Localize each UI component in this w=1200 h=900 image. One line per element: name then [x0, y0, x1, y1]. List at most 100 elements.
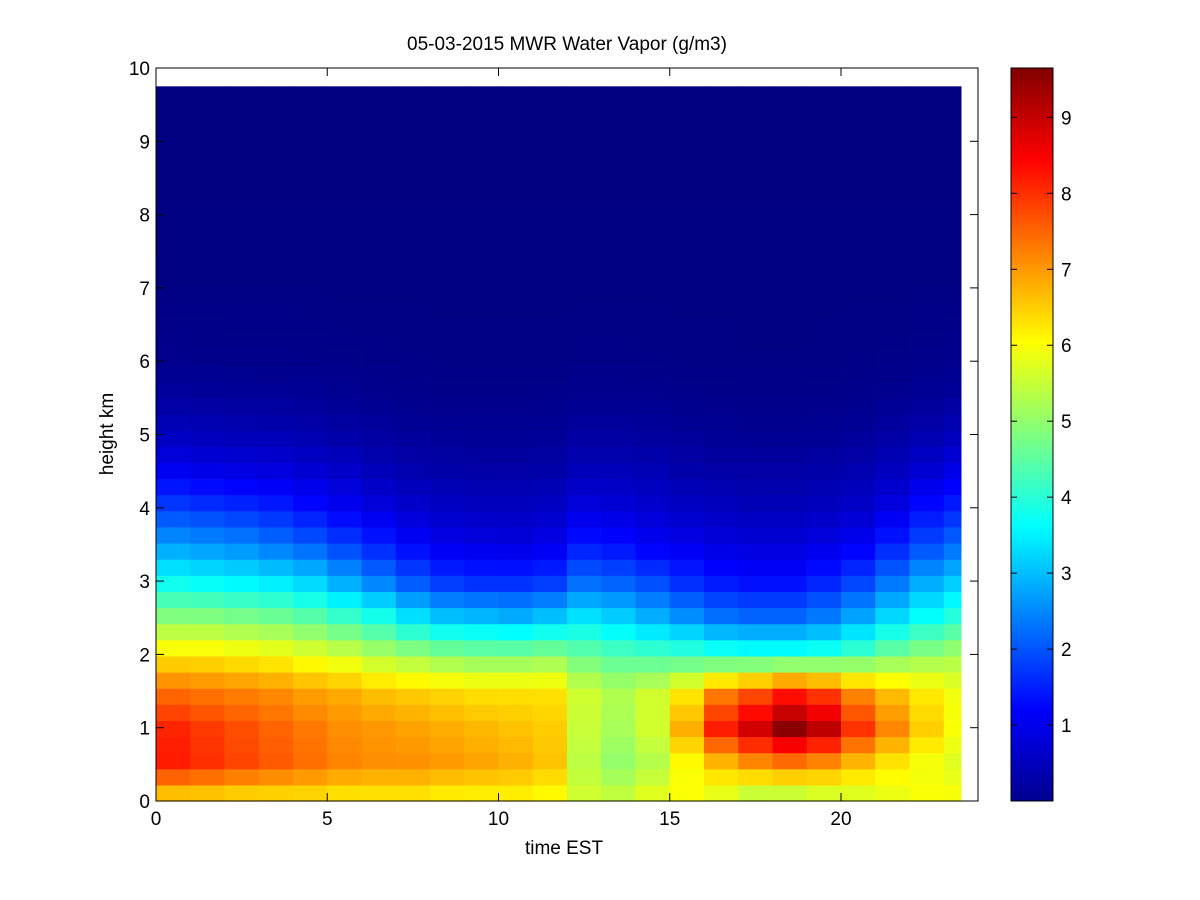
heatmap-cell	[361, 720, 397, 738]
heatmap-cell	[704, 413, 739, 431]
heatmap-cell	[532, 333, 568, 351]
heatmap-cell	[772, 107, 808, 125]
heatmap-cell	[532, 688, 568, 705]
y-axis-label: height km	[97, 393, 118, 475]
heatmap-cell	[156, 155, 191, 173]
heatmap-cell	[875, 526, 911, 544]
heatmap-cell	[601, 284, 637, 302]
heatmap-cell	[601, 188, 637, 205]
heatmap-cell	[395, 542, 431, 560]
heatmap-cell	[943, 655, 962, 673]
heatmap-cell	[909, 413, 945, 431]
heatmap-cell	[738, 220, 774, 238]
heatmap-cell	[635, 284, 671, 302]
heatmap-cell	[704, 91, 739, 109]
heatmap-cell	[738, 365, 774, 383]
heatmap-cell	[464, 220, 500, 238]
heatmap-cell	[567, 542, 602, 560]
heatmap-cell	[293, 623, 328, 641]
heatmap-cell	[258, 736, 294, 754]
heatmap-cell	[635, 591, 671, 609]
heatmap-cell	[943, 720, 962, 738]
heatmap-cell	[704, 623, 739, 641]
heatmap-cell	[293, 704, 328, 721]
heatmap-cell	[532, 559, 568, 576]
heatmap-cell	[567, 526, 602, 544]
heatmap-cell	[498, 155, 534, 173]
heatmap-cell	[635, 542, 671, 560]
heatmap-cell	[875, 397, 911, 415]
heatmap-cell	[669, 86, 705, 93]
heatmap-cell	[156, 268, 191, 286]
heatmap-cell	[258, 301, 294, 318]
heatmap-cell	[841, 172, 876, 189]
heatmap-cell	[669, 671, 705, 689]
heatmap-cell	[156, 768, 191, 786]
heatmap-cell	[704, 591, 739, 609]
heatmap-cell	[635, 349, 671, 367]
heatmap-cell	[567, 704, 602, 721]
heatmap-cell	[943, 397, 962, 415]
heatmap-cell	[567, 655, 602, 673]
heatmap-cell	[841, 784, 876, 802]
heatmap-cell	[738, 172, 774, 189]
heatmap-cell	[772, 510, 808, 528]
heatmap-cell	[258, 123, 294, 141]
heatmap-cell	[464, 86, 500, 93]
heatmap-cell	[909, 720, 945, 738]
heatmap-cell	[772, 220, 808, 238]
heatmap-cell	[909, 397, 945, 415]
heatmap-cell	[875, 720, 911, 738]
heatmap-cell	[772, 413, 808, 431]
heatmap-cell	[669, 268, 705, 286]
heatmap-cell	[156, 333, 191, 351]
heatmap-cell	[498, 768, 534, 786]
heatmap-cell	[704, 752, 739, 770]
heatmap-cell	[293, 526, 328, 544]
heatmap-cell	[498, 86, 534, 93]
heatmap-cell	[395, 284, 431, 302]
heatmap-cell	[190, 204, 226, 222]
heatmap-cell	[395, 220, 431, 238]
heatmap-cell	[258, 639, 294, 657]
heatmap-cell	[635, 155, 671, 173]
heatmap-cell	[635, 478, 671, 496]
heatmap-cell	[943, 559, 962, 576]
heatmap-cell	[841, 155, 876, 173]
heatmap-cell	[875, 107, 911, 125]
heatmap-cell	[532, 446, 568, 463]
heatmap-cell	[224, 768, 260, 786]
heatmap-cell	[464, 462, 500, 480]
heatmap-cell	[909, 139, 945, 157]
heatmap-cell	[635, 188, 671, 205]
heatmap-cell	[669, 155, 705, 173]
heatmap-cell	[909, 252, 945, 270]
heatmap-cell	[738, 655, 774, 673]
heatmap-cell	[738, 317, 774, 334]
heatmap-cell	[464, 107, 500, 125]
heatmap-cell	[601, 333, 637, 351]
heatmap-cell	[190, 639, 226, 657]
heatmap-cell	[567, 575, 602, 592]
heatmap-cell	[532, 301, 568, 318]
heatmap-cell	[498, 575, 534, 592]
heatmap-cell	[806, 139, 842, 157]
heatmap-cell	[190, 381, 226, 399]
heatmap-cell	[772, 542, 808, 560]
heatmap-cell	[841, 526, 876, 544]
heatmap-cell	[430, 172, 465, 189]
heatmap-cell	[635, 236, 671, 254]
heatmap-cell	[601, 542, 637, 560]
heatmap-cell	[430, 720, 465, 738]
heatmap-cell	[293, 413, 328, 431]
heatmap-cell	[841, 446, 876, 463]
heatmap-cell	[293, 591, 328, 609]
heatmap-cell	[909, 575, 945, 592]
heatmap-cell	[875, 639, 911, 657]
heatmap-cell	[806, 333, 842, 351]
heatmap-cell	[738, 155, 774, 173]
heatmap-cell	[532, 736, 568, 754]
heatmap-cell	[841, 623, 876, 641]
y-tick-label: 6	[139, 352, 150, 373]
heatmap-cell	[293, 752, 328, 770]
